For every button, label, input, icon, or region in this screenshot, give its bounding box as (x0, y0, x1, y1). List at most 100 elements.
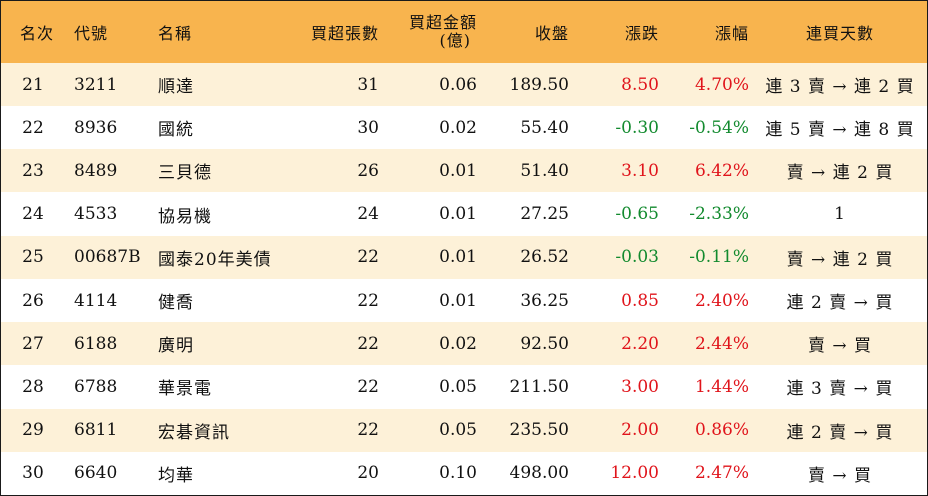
cell-rank: 27 (22, 333, 44, 354)
cell-change: -0.03 (615, 247, 659, 268)
cell-close: 235.50 (509, 420, 569, 441)
header-change[interactable]: 漲跌 (624, 24, 659, 43)
header-net-buy-amount-label: 買超金額 (408, 13, 477, 32)
cell-net-buy-amount: 0.02 (439, 117, 477, 138)
cell-net-buy-lots: 30 (357, 117, 379, 138)
cell-change-pct: -0.11% (689, 247, 749, 268)
cell-close: 26.52 (520, 247, 569, 268)
header-code[interactable]: 代號 (74, 24, 109, 43)
cell-streak: 賣 → 買 (807, 465, 873, 486)
cell-code: 8936 (74, 117, 118, 138)
cell-streak: 1 (834, 204, 846, 225)
cell-streak: 賣 → 買 (807, 336, 873, 357)
cell-close: 211.50 (509, 376, 569, 397)
cell-close: 189.50 (509, 74, 569, 95)
header-streak[interactable]: 連買天數 (805, 24, 874, 43)
cell-streak: 連 3 賣 → 買 (786, 379, 894, 400)
cell-net-buy-amount: 0.01 (439, 247, 477, 268)
cell-change-pct: 4.70% (694, 74, 749, 95)
table-row[interactable]: 25 00687B 國泰20年美債 22 0.01 26.52 -0.03 -0.11% 賣 →… (1, 235, 927, 279)
cell-change: 3.10 (621, 160, 659, 181)
cell-streak: 連 2 賣 → 買 (786, 293, 894, 313)
cell-close: 55.40 (520, 117, 569, 138)
cell-net-buy-lots: 26 (357, 160, 379, 181)
cell-name: 宏碁資訊 (158, 422, 230, 443)
table-row[interactable]: 26 4114 健喬 22 0.01 36.25 0.85 2.40% 連 2 賣 → 買 (1, 279, 927, 322)
cell-close: 92.50 (520, 333, 569, 354)
cell-net-buy-lots: 22 (357, 247, 379, 268)
cell-name: 華景電 (158, 379, 212, 400)
table-header-row: 名次 代號 名稱 買超張數 買超金額 (億) 收盤 漲跌 漲幅 連買天數 (1, 1, 927, 63)
cell-rank: 29 (22, 420, 44, 441)
table-row[interactable]: 30 6640 均華 20 0.10 498.00 12.00 2.47% 賣 → 買 (1, 451, 927, 495)
cell-change-pct: 2.44% (694, 333, 749, 354)
cell-rank: 21 (22, 74, 44, 95)
cell-change-pct: -0.54% (689, 117, 749, 138)
header-close[interactable]: 收盤 (534, 24, 569, 43)
cell-change: -0.30 (615, 117, 659, 138)
cell-code: 6788 (74, 376, 118, 397)
header-rank[interactable]: 名次 (19, 24, 54, 43)
cell-net-buy-amount: 0.06 (439, 74, 477, 95)
cell-change: 8.50 (621, 74, 659, 95)
cell-name: 健喬 (158, 293, 194, 313)
cell-streak: 連 3 賣 → 連 2 買 (765, 77, 915, 97)
cell-change: 0.85 (621, 290, 659, 311)
header-name[interactable]: 名稱 (158, 24, 193, 43)
cell-close: 36.25 (520, 290, 569, 311)
cell-name: 國統 (158, 120, 194, 141)
header-net-buy-amount-unit: (億) (439, 31, 471, 50)
cell-change: 12.00 (610, 463, 659, 484)
cell-close: 27.25 (520, 204, 569, 225)
header-change-pct[interactable]: 漲幅 (714, 24, 749, 43)
table-row[interactable]: 27 6188 廣明 22 0.02 92.50 2.20 2.44% 賣 → 買 (1, 322, 927, 366)
cell-rank: 30 (22, 463, 44, 484)
table-row[interactable]: 24 4533 協易機 24 0.01 27.25 -0.65 -2.33% 1 (1, 192, 927, 236)
cell-net-buy-amount: 0.01 (439, 290, 477, 311)
cell-change-pct: 6.42% (694, 160, 749, 181)
cell-name: 三貝德 (158, 163, 212, 184)
cell-code: 4533 (74, 204, 118, 225)
cell-change-pct: -2.33% (689, 204, 749, 225)
cell-net-buy-amount: 0.01 (439, 204, 477, 225)
cell-code: 8489 (74, 160, 118, 181)
table-row[interactable]: 22 8936 國統 30 0.02 55.40 -0.30 -0.54% 連 5 賣 → 連 … (1, 106, 927, 150)
cell-streak: 連 2 賣 → 買 (786, 422, 894, 443)
cell-streak: 賣 → 連 2 買 (786, 249, 894, 270)
cell-code: 3211 (74, 74, 118, 95)
cell-net-buy-lots: 22 (357, 290, 379, 311)
cell-rank: 22 (22, 117, 44, 138)
cell-name: 協易機 (158, 206, 212, 227)
cell-code: 4114 (74, 290, 118, 311)
cell-name: 國泰20年美債 (158, 249, 272, 270)
cell-change-pct: 2.47% (694, 463, 749, 484)
cell-change: -0.65 (615, 204, 659, 225)
table-row[interactable]: 21 3211 順達 31 0.06 189.50 8.50 4.70% 連 3 賣 → 連 2… (1, 63, 927, 106)
cell-net-buy-lots: 22 (357, 333, 379, 354)
table-row[interactable]: 28 6788 華景電 22 0.05 211.50 3.00 1.44% 連 3 賣 → 買 (1, 365, 927, 409)
cell-name: 順達 (158, 77, 194, 97)
cell-rank: 28 (22, 376, 44, 397)
cell-net-buy-amount: 0.05 (439, 420, 477, 441)
cell-change-pct: 0.86% (694, 420, 749, 441)
cell-net-buy-lots: 31 (357, 74, 379, 95)
cell-code: 00687B (74, 247, 141, 268)
header-net-buy-amount[interactable]: 買超金額 (億) (381, 1, 477, 63)
cell-change-pct: 1.44% (694, 376, 749, 397)
table-row[interactable]: 23 8489 三貝德 26 0.01 51.40 3.10 6.42% 賣 → 連 2 買 (1, 149, 927, 193)
cell-change: 2.20 (621, 333, 659, 354)
cell-code: 6188 (74, 333, 118, 354)
cell-net-buy-lots: 22 (357, 420, 379, 441)
table-row[interactable]: 29 6811 宏碁資訊 22 0.05 235.50 2.00 0.86% 連 2 賣 → 買 (1, 408, 927, 452)
cell-streak: 賣 → 連 2 買 (786, 163, 894, 184)
header-net-buy-lots[interactable]: 買超張數 (310, 24, 379, 43)
cell-net-buy-lots: 24 (357, 204, 379, 225)
cell-close: 498.00 (509, 463, 569, 484)
cell-code: 6811 (74, 420, 118, 441)
cell-rank: 25 (22, 247, 44, 268)
cell-rank: 26 (22, 290, 44, 311)
cell-net-buy-lots: 20 (357, 463, 379, 484)
cell-net-buy-lots: 22 (357, 376, 379, 397)
cell-change: 3.00 (621, 376, 659, 397)
